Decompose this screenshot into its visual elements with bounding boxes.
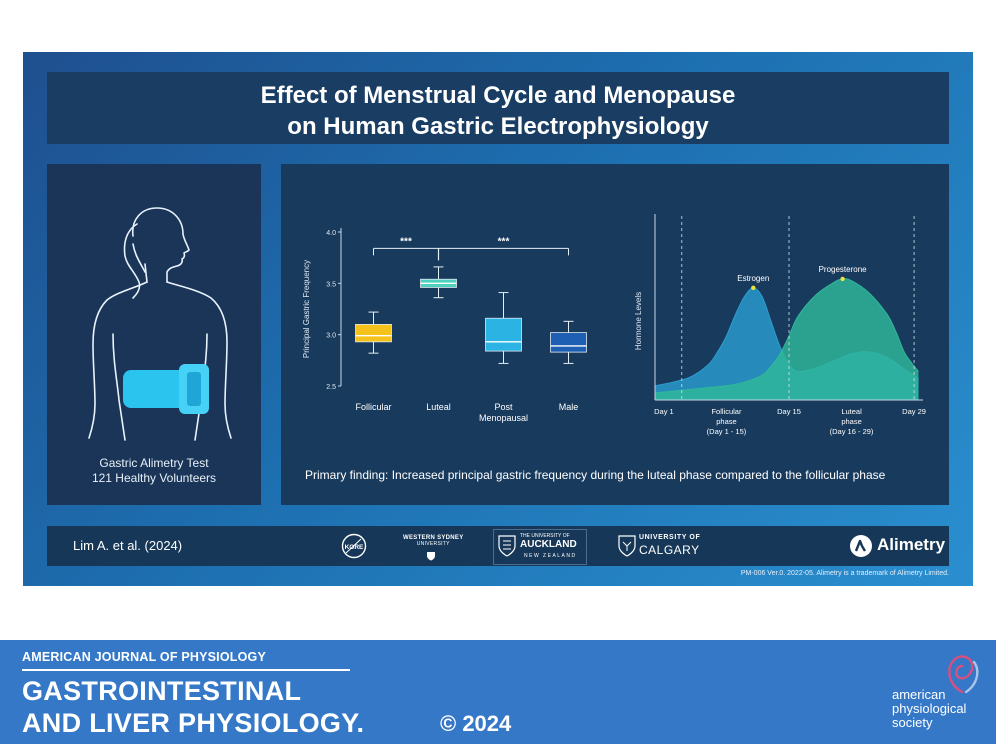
peak-label: Progesterone [819,265,868,274]
x-tick-label: phase [716,417,736,426]
title-line-2: on Human Gastric Electrophysiology [287,113,709,140]
aps-logo-icon [948,655,979,694]
hormone-area-chart: Hormone Levels Estrogen Progesterone Day 1 F… [634,214,926,436]
significance-stars: *** [498,236,510,247]
primary-finding: Primary finding: Increased principal gas… [305,468,886,482]
society-text-1: american [892,687,946,702]
journal-divider [22,669,350,671]
calgary-text-2: CALGARY [639,543,700,557]
x-tick-label: Day 29 [902,407,926,416]
auckland-logo: THE UNIVERSITY OF AUCKLAND NEW ZEALAND [493,529,587,565]
y-tick-label: 3.5 [326,281,336,288]
western-sydney-text-2: UNIVERSITY [416,541,450,547]
auckland-text-1: THE UNIVERSITY OF [520,533,570,539]
title-line-1: Effect of Menstrual Cycle and Menopause [260,82,736,109]
box-plot-chart: 2.5 3.0 3.5 4.0 Principal Gastric Frequency F… [302,228,587,423]
kore-logo: KORE [341,533,367,559]
poster-title: Effect of Menstrual Cycle and Menopause … [47,80,949,142]
volunteer-panel: Gastric Alimetry Test 121 Healthy Volunt… [47,164,261,505]
y-tick-label: 4.0 [326,230,336,237]
line-progesterone [654,278,919,394]
peak-marker [751,285,756,291]
western-sydney-shield-icon [427,552,435,561]
box-male [550,332,587,353]
peak-label: Estrogen [737,274,769,283]
box-post-menopausal [485,317,522,352]
x-tick-label: Day 15 [777,407,801,416]
y-tick-label: 2.5 [326,384,336,391]
footer-panel: Lim A. et al. (2024) KORE WESTERN SYDNEY… [47,526,949,566]
x-tick-label: Day 1 [654,407,674,416]
box-follicular [355,323,392,343]
x-tick-label: phase [841,417,861,426]
poster: Effect of Menstrual Cycle and Menopause … [23,52,973,586]
journal-banner: AMERICAN JOURNAL OF PHYSIOLOGY GASTROINT… [0,640,996,744]
western-sydney-text-1: WESTERN SYDNEY [403,535,464,541]
x-tick-label: Luteal [841,407,862,416]
caption-volunteers: 121 Healthy Volunteers [91,471,217,485]
x-category-label: Menopausal [479,413,528,423]
x-category-label: Follicular [355,402,391,412]
alimetry-logo-text: Alimetry [877,535,946,554]
trademark-note: PM-006 Ver.0. 2022-05. Alimetry is a tra… [740,570,949,577]
woman-silhouette-icon [88,207,232,441]
kore-logo-text: KORE [345,544,364,551]
auckland-crest-icon [498,535,516,557]
significance-stars: *** [400,236,412,247]
x-tick-label: (Day 16 - 29) [830,427,874,436]
alimetry-logo-icon [850,535,872,557]
x-tick-label: Follicular [711,407,742,416]
x-category-label: Luteal [426,402,451,412]
auckland-text-3: NEW ZEALAND [524,553,577,559]
western-sydney-logo: WESTERN SYDNEY UNIVERSITY [403,535,464,547]
copyright: © 2024 [440,711,512,736]
results-panel: 2.5 3.0 3.5 4.0 Principal Gastric Frequency F… [281,164,949,505]
auckland-text-2: AUCKLAND [520,539,577,550]
x-category-label: Male [559,402,579,412]
y-tick-label: 3.0 [326,333,336,340]
x-category-label: Post [494,402,513,412]
society-text-2: physiological [892,701,967,716]
citation: Lim A. et al. (2024) [73,538,183,553]
society-text-3: society [892,715,933,730]
y-axis-label: Principal Gastric Frequency [302,260,311,358]
x-tick-label: (Day 1 - 15) [707,427,747,436]
caption-test: Gastric Alimetry Test [99,456,209,470]
area-progesterone [655,278,919,400]
y-axis-label: Hormone Levels [634,292,643,350]
journal-title-line-1: GASTROINTESTINAL [22,676,302,706]
journal-series-name: AMERICAN JOURNAL OF PHYSIOLOGY [22,650,266,664]
title-panel: Effect of Menstrual Cycle and Menopause … [47,72,949,144]
peak-marker [840,276,845,282]
calgary-text-1: UNIVERSITY OF [639,534,701,541]
journal-title-line-2: AND LIVER PHYSIOLOGY. [22,708,365,738]
calgary-crest-icon [618,535,636,557]
